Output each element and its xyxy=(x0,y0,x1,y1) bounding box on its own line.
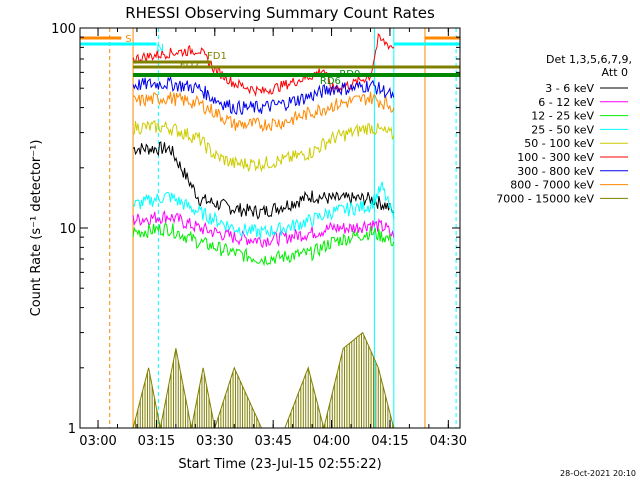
y-axis-ticks: 1 10 100 xyxy=(51,22,460,437)
chart-title: RHESSI Observing Summary Count Rates xyxy=(125,4,435,22)
legend-label-1: 6 - 12 keV xyxy=(538,96,594,109)
series-line-4 xyxy=(133,120,395,173)
annotation-label-2: FD1 xyxy=(207,51,227,62)
series-line-3 xyxy=(132,181,395,239)
legend-label-6: 300 - 800 keV xyxy=(517,165,594,178)
legend-label-2: 12 - 25 keV xyxy=(531,110,594,123)
x-tick-label-1: 03:15 xyxy=(138,434,175,449)
x-tick-label-2: 03:30 xyxy=(196,434,233,449)
annotation-label-4: RD6 xyxy=(320,76,341,87)
series-line-5 xyxy=(132,33,395,97)
series-5 xyxy=(132,33,395,97)
series-1 xyxy=(132,210,395,249)
x-tick-label-5: 04:15 xyxy=(371,434,408,449)
annotation-label-1: N xyxy=(156,43,163,54)
x-axis-label: Start Time (23-Jul-15 02:55:22) xyxy=(178,457,381,472)
y-tick-label-2: 100 xyxy=(51,22,76,37)
annotation-label-5: RD0 xyxy=(339,69,360,80)
y-tick-label-0: 1 xyxy=(68,422,76,437)
legend-label-8: 7000 - 15000 keV xyxy=(496,192,594,205)
legend-title-1: Att 0 xyxy=(602,66,628,79)
series-group xyxy=(132,33,395,429)
series-3 xyxy=(132,181,395,239)
legend-label-0: 3 - 6 keV xyxy=(545,82,594,95)
x-axis-ticks: 03:00 03:15 03:30 03:45 04:00 04:15 04:30 xyxy=(79,28,467,449)
annotation-label-3: FD2 xyxy=(180,60,200,71)
series-line-1 xyxy=(132,210,395,249)
x-tick-label-4: 04:00 xyxy=(313,434,350,449)
legend-label-5: 100 - 300 keV xyxy=(517,151,594,164)
series-8 xyxy=(132,331,395,429)
legend-label-4: 50 - 100 keV xyxy=(524,137,594,150)
y-tick-label-1: 10 xyxy=(59,222,76,237)
series-line-0 xyxy=(132,141,394,220)
legend-title-0: Det 1,3,5,6,7,9, xyxy=(546,53,632,66)
series-6 xyxy=(132,75,395,115)
series-7 xyxy=(132,91,395,133)
y-axis-label: Count Rate (s⁻¹ detector⁻¹) xyxy=(29,140,44,317)
series-4 xyxy=(133,120,395,173)
series-line-8 xyxy=(132,331,395,429)
x-tick-label-0: 03:00 xyxy=(79,434,116,449)
annotation-label-0: S xyxy=(125,34,131,45)
x-tick-label-6: 04:30 xyxy=(430,434,467,449)
legend-label-3: 25 - 50 keV xyxy=(531,123,594,136)
series-line-7 xyxy=(132,91,395,133)
footer-date: 28-Oct-2021 20:10 xyxy=(560,469,636,478)
legend-label-7: 800 - 7000 keV xyxy=(510,179,594,192)
series-2 xyxy=(132,222,395,267)
series-line-2 xyxy=(132,222,395,267)
series-line-6 xyxy=(132,75,395,115)
x-tick-label-3: 03:45 xyxy=(254,434,291,449)
series-0 xyxy=(132,141,394,220)
